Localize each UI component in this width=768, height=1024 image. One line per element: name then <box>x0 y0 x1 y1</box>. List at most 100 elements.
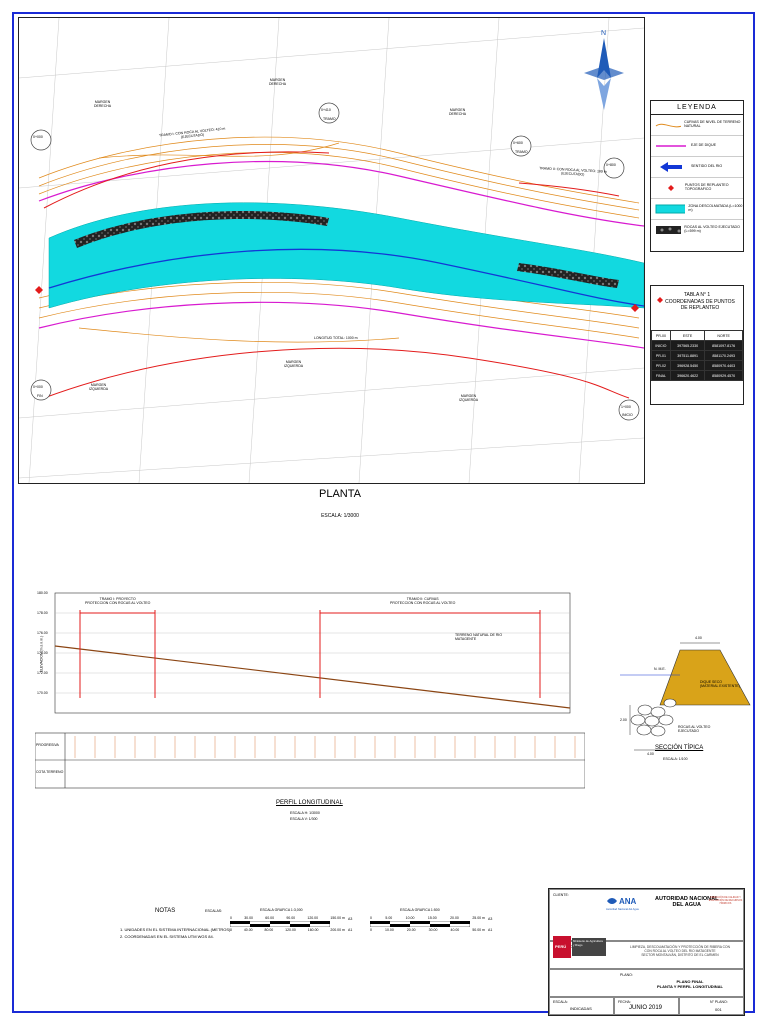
legend-item-label: ROCAS AL VOLTEO EJECUTADO (L=599 m) <box>684 225 740 233</box>
scale-tick: 10.00 <box>385 928 394 932</box>
scale-bar-2-top-ticks: 0 5.00 10.00 15.00 20.00 25.00 m <box>370 916 485 920</box>
profile-tick: 172.00 <box>37 671 48 675</box>
table-header: ESTE <box>669 330 706 341</box>
scales-label: ESCALAS: <box>205 909 223 913</box>
dike-fill <box>659 649 751 706</box>
fecha-value: JUNIO 2019 <box>629 1005 663 1011</box>
station-label: 0+000 <box>33 135 43 139</box>
legend-item: SENTIDO DEL RIO <box>651 157 743 178</box>
descolmated-zone-swatch-icon <box>655 204 686 214</box>
scale-tick: 25.00 m <box>472 916 485 920</box>
scale-tick: 50.00 m <box>472 928 485 932</box>
station-label: 0+800 <box>606 163 616 167</box>
replanteo-points <box>35 286 639 312</box>
legend-item-label: ZONA DESCOLMATADA (L=1000 m) <box>688 204 743 212</box>
terreno-label: TERRENO NATURAL DE RIO MATAGENTE <box>455 633 503 641</box>
nivel-label: N. M.E. <box>654 667 666 671</box>
table-cell: 396928.5450 <box>669 360 706 371</box>
scale-tick: 200.00 m <box>330 928 345 932</box>
dike-axis-lines <box>38 160 644 349</box>
contour-symbol-icon <box>655 123 682 128</box>
section-drawing <box>620 642 751 751</box>
legend-item: ROCAS AL VOLTEO EJECUTADO (L=599 m) <box>651 220 743 240</box>
planta-scale: ESCALA: 1/3000 <box>321 513 359 519</box>
profile-ylabel: ELEVACION (m.s.n.m.) <box>39 635 44 673</box>
table-cell: 8580970.4403 <box>704 360 743 371</box>
section-scale: ESCALA: 1/100 <box>663 757 688 761</box>
ana-logo: ANA <box>606 896 636 906</box>
section-title: SECCIÓN TÍPICA <box>655 745 704 751</box>
title-block: CLIENTE: ANA Autoridad Nacional del Agua… <box>548 888 745 1016</box>
plano-cell: PLANO: PLANO FINAL PLANTA Y PERFIL LONGI… <box>549 969 744 997</box>
scale-tick: 0 <box>230 916 232 920</box>
scale-tick: 40.00 <box>243 928 253 932</box>
coordinates-table-box: TABLA N° 1 COORDENADAS DE PUNTOS DE REPL… <box>650 285 744 405</box>
north-arrow <box>584 38 624 110</box>
inicio-label: INICIO <box>622 413 633 417</box>
fecha-cell: FECHA: JUNIO 2019 <box>614 997 679 1015</box>
table-row: FINAL 396620.4622 8580929.4570 <box>651 370 743 381</box>
river-axis <box>48 248 644 307</box>
profile-title: PERFIL LONGITUDINAL <box>276 800 343 806</box>
longitudinal-profile: 180.00 178.00 176.00 174.00 172.00 170.0… <box>34 588 586 793</box>
scale-bar-1-top-ticks: 0 30.00 60.00 90.00 120.00 150.00 m <box>230 916 345 920</box>
notes-title: NOTAS <box>155 908 176 914</box>
scale-tick: 30.00 <box>428 928 438 932</box>
coordinates-table: PR-00 ESTE NORTE INICIO 397565.2330 8581… <box>651 330 743 381</box>
plano-label: PLANO: <box>620 973 633 977</box>
dike-axis-symbol-icon <box>656 145 686 147</box>
margen-derecha-label: MARGEN DERECHA <box>269 78 287 86</box>
terrain-profile-line <box>54 645 571 709</box>
margen-izquierda-label: MARGEN IZQUIERDA <box>89 383 109 391</box>
scale-tick: 10.00 <box>405 916 415 920</box>
table-cell: FINAL <box>651 370 671 381</box>
table-cell: 8580929.4570 <box>704 370 743 381</box>
profile-tick: 176.00 <box>37 631 48 635</box>
scale-bar-1 <box>230 921 330 927</box>
scale-bar-1-bottom-ticks: 0 40.00 80.00 120.00 160.00 200.00 m <box>230 928 345 932</box>
legend-item-label: SENTIDO DEL RIO <box>691 164 723 169</box>
station-label: 0+410 <box>321 108 331 112</box>
notes-list: 1. UNIDADES EN EL SISTEMA INTERNACIONAL … <box>120 926 232 940</box>
table-cell: 8581097.8176 <box>704 340 743 351</box>
coordinate-grid <box>19 18 644 483</box>
cliente-label: CLIENTE: <box>553 893 569 897</box>
scale-tick: 40.00 <box>450 928 460 932</box>
longitud-total-label: LONGITUD TOTAL: 1000 m <box>314 336 358 340</box>
scale-tick: 20.00 <box>450 916 459 920</box>
ministry-logo: PERÚ Ministerio de Agricultura y Riego <box>553 936 607 958</box>
replanteo-point-icon <box>657 297 663 303</box>
fin-label: FIN <box>37 394 43 398</box>
scale-tick: 0 <box>230 928 232 932</box>
sheet-a3: A3 <box>348 917 353 921</box>
progresiva-row-label: PROGRESIVA <box>36 743 59 747</box>
tramo-label: TRAMO <box>323 117 336 121</box>
table-row: PR-01 397511.8891 8581170.2493 <box>651 350 743 361</box>
scale-tick: 80.00 <box>264 928 274 932</box>
station-label: 0+000 <box>33 385 43 389</box>
tramo-1-label: TRAMO I: PROYECTO PROTECCION CON ROCAS A… <box>85 597 151 605</box>
table-row: INICIO 397565.2330 8581097.8176 <box>651 340 743 351</box>
table-cell: 397511.8891 <box>669 350 706 361</box>
table-subtitle: COORDENADAS DE PUNTOS DE REPLANTEO <box>665 299 735 311</box>
scale-bars: ESCALAS: ESCALA GRAFICA 1:3,000 0 30.00 60… <box>205 905 545 945</box>
legend-item: EJE DE DIQUE <box>651 136 743 157</box>
typical-section: 4.00 4.00 2.00 N. M.E. DIQUE SECO (MATER… <box>600 625 755 770</box>
station-markers <box>30 102 640 421</box>
tramo-2-label: TRAMO II: CURVAS PROTECCION CON ROCAS AL… <box>390 597 456 605</box>
water-drop-icon <box>607 898 617 904</box>
scale-bar-2-bottom-ticks: 0 10.00 20.00 30.00 40.00 50.00 m <box>370 928 485 932</box>
scale-tick: 0 <box>370 916 372 920</box>
profile-scale-v: ESCALA V: 1/300 <box>290 817 318 821</box>
escala-cell: ESCALA: INDICADAS <box>549 997 614 1015</box>
legend-item: ZONA DESCOLMATADA (L=1000 m) <box>651 199 743 220</box>
scale-tick: 5.00 <box>385 916 393 920</box>
tramo-label: TRAMO <box>515 150 528 154</box>
legend-box: LEYENDA CURVAS DE NIVEL DE TERRENO NATUR… <box>650 100 744 252</box>
escala-label: ESCALA: <box>553 1000 568 1004</box>
scale-tick: 120.00 <box>307 916 319 920</box>
plano-text: PLANO FINAL PLANTA Y PERFIL LONGITUDINAL <box>656 979 723 989</box>
scale-tick: 20.00 <box>406 928 416 932</box>
profile-drawing <box>34 592 586 789</box>
sheet-a1: A1 <box>488 928 493 932</box>
